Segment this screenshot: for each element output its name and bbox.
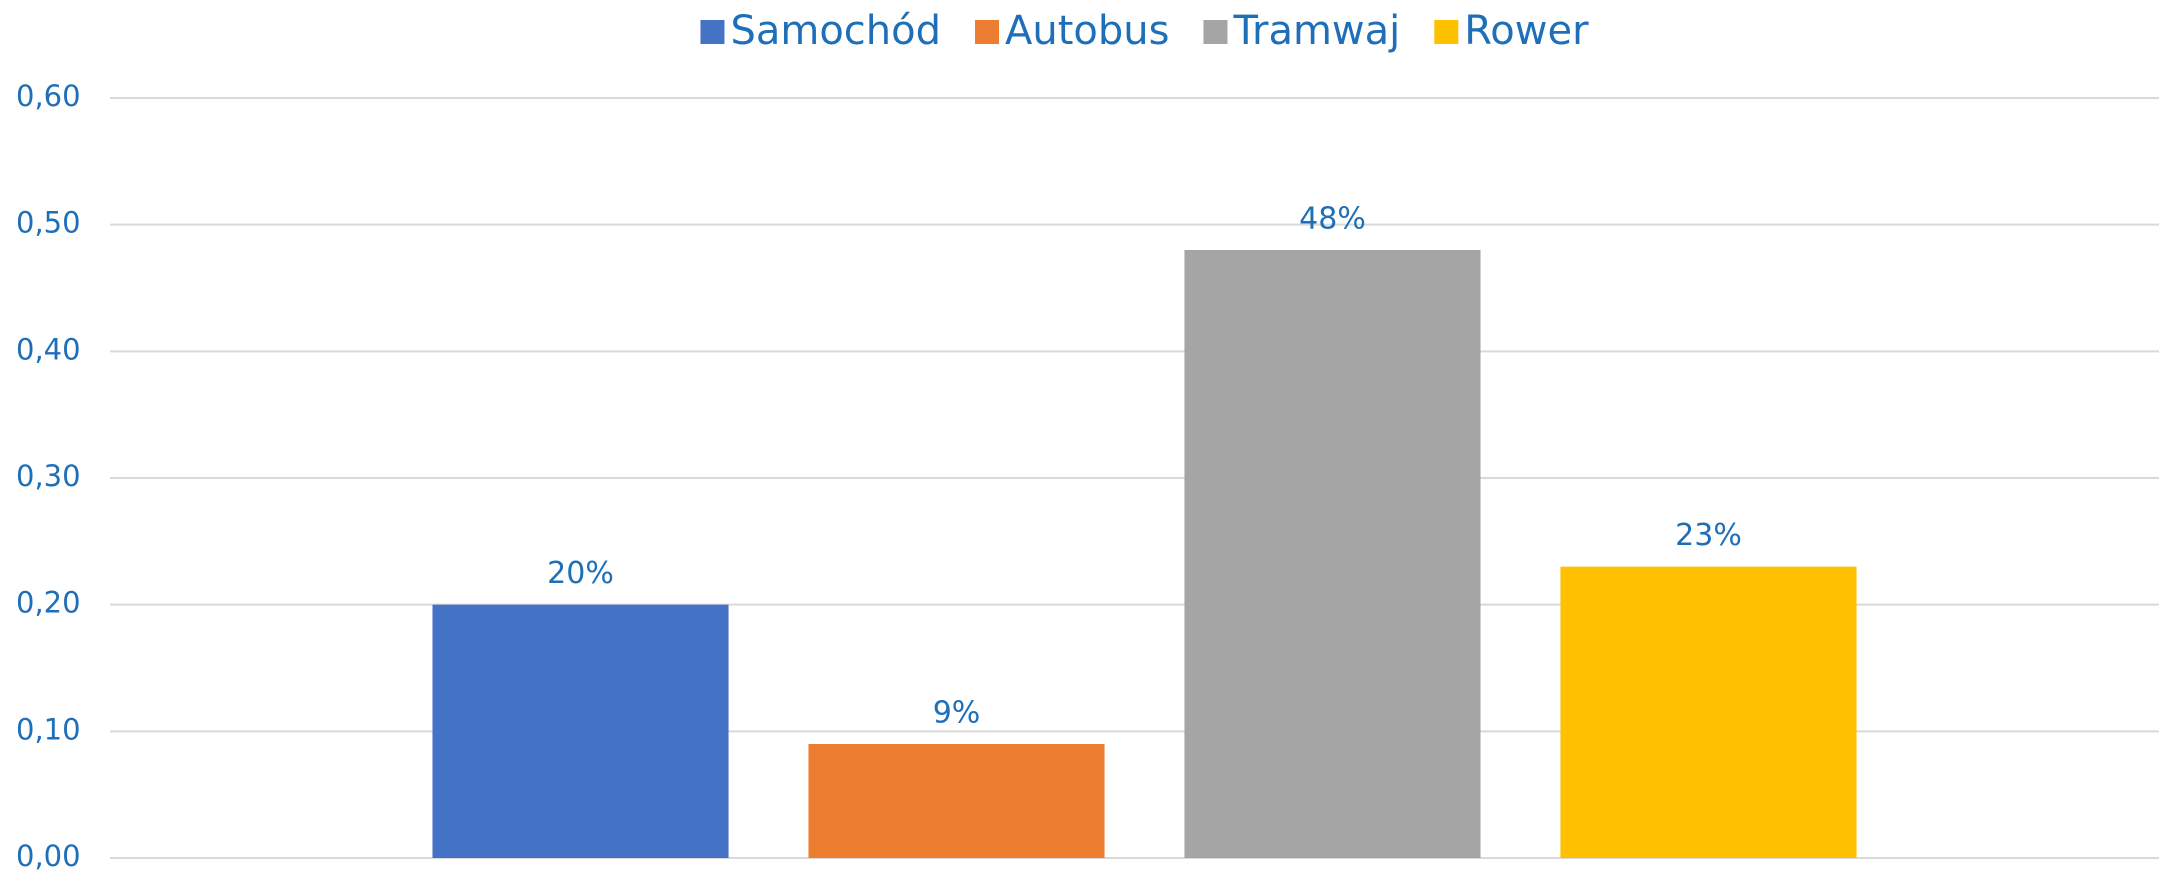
bar: [1560, 566, 1857, 858]
legend-swatch: [700, 20, 725, 44]
value-label: 23%: [1675, 518, 1742, 553]
y-tick-label: 0,40: [16, 332, 81, 366]
legend-swatch: [1434, 20, 1459, 44]
value-label: 9%: [933, 696, 981, 731]
legend-label: Tramwaj: [1232, 8, 1400, 54]
y-tick-label: 0,20: [16, 586, 81, 620]
bar: [808, 744, 1105, 858]
legend-swatch: [1203, 20, 1228, 44]
y-tick-label: 0,10: [16, 712, 81, 746]
legend-swatch: [975, 20, 1000, 44]
legend-label: Samochód: [730, 8, 941, 54]
value-label: 20%: [547, 556, 614, 591]
y-tick-label: 0,30: [16, 459, 81, 493]
bar: [432, 604, 729, 858]
value-label: 48%: [1299, 202, 1366, 237]
y-tick-label: 0,50: [16, 206, 81, 240]
y-tick-label: 0,00: [16, 839, 81, 873]
legend-label: Autobus: [1005, 8, 1169, 54]
y-tick-label: 0,60: [16, 79, 81, 113]
legend-label: Rower: [1464, 8, 1589, 54]
bar: [1184, 250, 1481, 858]
